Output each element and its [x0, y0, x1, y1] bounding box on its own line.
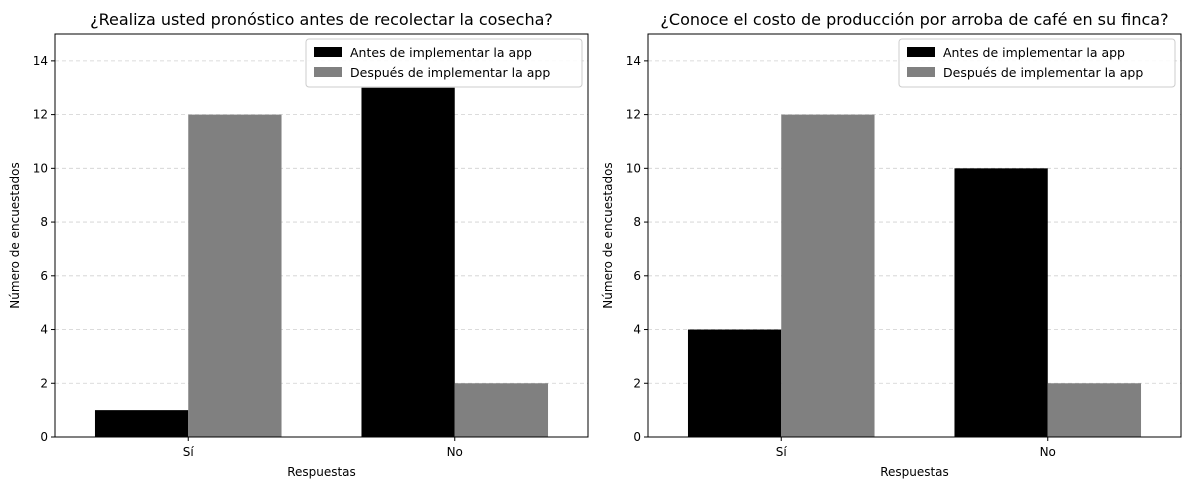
x-axis-label: Respuestas [880, 465, 949, 479]
y-tick-label: 6 [40, 269, 48, 283]
legend-box [305, 38, 583, 88]
legend-label-antes: Antes de implementar la app [350, 45, 532, 60]
legend: Antes de implementar la app Después de im… [305, 38, 583, 88]
legend-swatch-despues [314, 67, 342, 77]
x-tick-label: Sí [183, 445, 195, 459]
chart-panel-forecast: 0 2 4 6 8 10 12 14 Sí No ¿Realiza usted pronóstico… [8, 10, 589, 479]
bar-antes-0 [94, 410, 189, 437]
x-tick-label: No [447, 445, 463, 459]
bar-despues-1 [1047, 383, 1142, 437]
y-axis-label: Número de encuestados [601, 162, 615, 308]
x-tick-label: No [1040, 445, 1056, 459]
chart-title: ¿Conoce el costo de producción por arrob… [660, 10, 1168, 29]
bar-antes-1 [361, 87, 455, 437]
legend-swatch-antes [314, 47, 342, 57]
x-tick-label: Sí [776, 445, 788, 459]
y-tick-label: 0 [40, 430, 48, 444]
y-tick-label: 10 [626, 161, 641, 175]
bar-antes-0 [687, 329, 782, 437]
legend-label-antes: Antes de implementar la app [943, 45, 1125, 60]
legend-swatch-antes [907, 47, 935, 57]
y-tick-label: 2 [40, 376, 48, 390]
y-tick-label: 10 [33, 161, 48, 175]
bar-despues-1 [454, 383, 549, 437]
bar-despues-0 [188, 114, 282, 437]
y-tick-label: 2 [633, 376, 641, 390]
bar-antes-1 [954, 168, 1048, 438]
y-tick-label: 8 [633, 215, 641, 229]
y-axis-label: Número de encuestados [8, 162, 22, 308]
y-tick-label: 0 [633, 430, 641, 444]
axes-frame [647, 33, 1182, 438]
legend-box [898, 38, 1176, 88]
y-tick-label: 14 [626, 54, 641, 68]
y-tick-label: 6 [633, 269, 641, 283]
y-tick-label: 14 [33, 54, 48, 68]
y-tick-label: 12 [33, 108, 48, 122]
legend-label-despues: Después de implementar la app [943, 65, 1143, 80]
y-tick-label: 4 [633, 323, 641, 337]
legend: Antes de implementar la app Después de im… [898, 38, 1176, 88]
y-tick-label: 8 [40, 215, 48, 229]
x-axis-label: Respuestas [287, 465, 356, 479]
legend-label-despues: Después de implementar la app [350, 65, 550, 80]
bar-despues-0 [781, 114, 875, 437]
legend-swatch-despues [907, 67, 935, 77]
chart-title: ¿Realiza usted pronóstico antes de recol… [90, 10, 553, 29]
y-tick-label: 12 [626, 108, 641, 122]
axes-frame [54, 33, 589, 438]
y-tick-label: 4 [40, 323, 48, 337]
chart-panel-production-cost: 0 2 4 6 8 10 12 14 Sí No ¿Conoce el costo de produ… [601, 10, 1182, 479]
